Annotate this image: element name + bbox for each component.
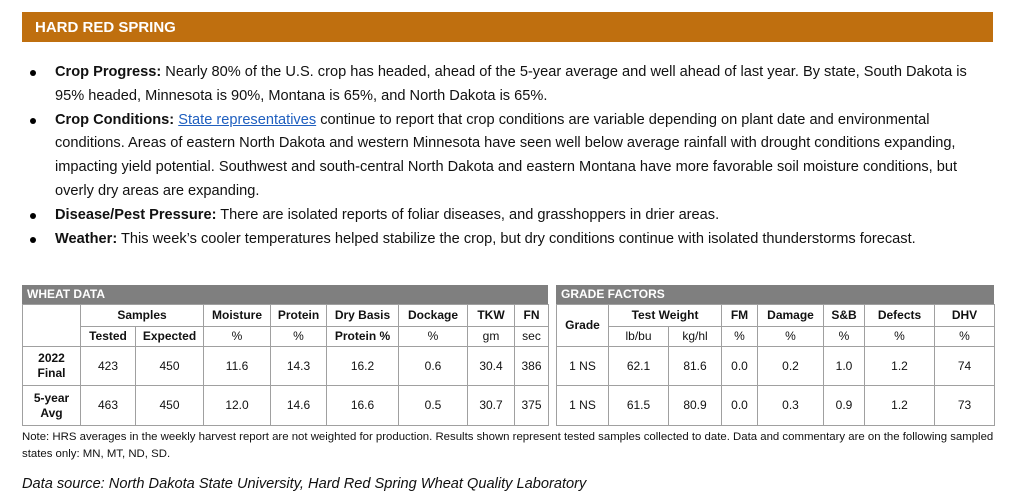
header-cell: Protein — [270, 304, 328, 327]
header-unit: kg/hl — [667, 326, 723, 347]
bullet-text: This week’s cooler temperatures helped s… — [120, 230, 916, 247]
header-cell — [22, 304, 81, 347]
data-cell: 0.6 — [398, 346, 469, 386]
header-cell: Moisture — [203, 304, 272, 327]
data-cell: 1.2 — [864, 385, 936, 426]
header-cell: Dry Basis — [326, 304, 400, 327]
bullet: Crop Progress: Nearly 80% of the U.S. cr… — [30, 61, 995, 109]
data-cell: 423 — [80, 346, 136, 386]
data-cell: 14.6 — [270, 385, 328, 426]
header-row: lb/bu kg/hl%%%%% — [557, 326, 996, 347]
data-cell: 81.6 — [667, 346, 723, 386]
link[interactable]: State representatives — [178, 111, 317, 128]
grade-table: Grade Test Weight FM Damage S&B Defects DHV lb/… — [556, 304, 996, 426]
header-cell: Expected — [134, 326, 205, 347]
data-cell: 0.9 — [823, 385, 866, 426]
data-cell: 0.2 — [757, 346, 825, 386]
header-cell: S&B — [823, 304, 866, 327]
data-cell: 1 NS — [556, 346, 609, 386]
bullet-label: Crop Conditions: — [55, 111, 175, 128]
section-header: HARD RED SPRING — [22, 12, 993, 42]
cell-text: 2022 — [38, 351, 65, 365]
source: Data source: North Dakota State Universi… — [22, 476, 587, 492]
data-row: 1 NS 62.1 81.6 0.0 0.2 1.0 1.2 74 — [556, 346, 996, 386]
cell-text: Avg — [40, 405, 63, 420]
header-row: Samples Moisture Protein Dry Basis Dockage TK… — [22, 304, 550, 347]
section-title: HARD RED SPRING — [35, 19, 176, 36]
header-cell: Tested — [80, 326, 136, 347]
data-row: 2022 Final 423 450 11.6 14.3 16.2 0.6 30.4 386 — [22, 346, 550, 386]
data-cell: 16.6 — [326, 385, 400, 426]
data-cell: 0.0 — [721, 346, 759, 386]
header-unit: % — [203, 326, 272, 347]
header-cell: Grade — [556, 304, 609, 347]
wheat-table: Samples Moisture Protein Dry Basis Dockage TK… — [22, 304, 550, 426]
cell-text: Final — [37, 366, 66, 380]
data-cell: 11.6 — [203, 346, 272, 386]
bullet-label: Weather: — [55, 230, 118, 247]
data-cell: 30.4 — [467, 346, 516, 386]
header-unit: % — [864, 326, 936, 347]
cell-text: 5-year — [33, 390, 70, 405]
data-cell: 62.1 — [608, 346, 669, 386]
data-cell: 12.0 — [203, 385, 272, 426]
table-title: GRADE FACTORS — [556, 285, 994, 304]
data-cell: 450 — [134, 385, 205, 426]
data-cell: 61.5 — [608, 385, 669, 426]
header-cell: Damage — [757, 304, 825, 327]
header-unit: Protein % — [326, 326, 400, 347]
header-unit: % — [934, 326, 996, 347]
header-unit: gm — [467, 326, 516, 347]
header-row: Tested Expected%% Protein %% gm sec — [23, 326, 550, 347]
header-cell: Dockage — [398, 304, 469, 327]
data-cell: 16.2 — [326, 346, 400, 386]
data-cell: 1 NS — [556, 385, 609, 426]
bullet-text: continue to report that crop conditions … — [55, 111, 958, 199]
data-cell: 463 — [80, 385, 136, 426]
bullet: Crop Conditions: State representatives c… — [30, 109, 995, 204]
header-unit: % — [823, 326, 866, 347]
header-unit: % — [721, 326, 759, 347]
data-cell: 1.0 — [823, 346, 866, 386]
header-cell: FM — [721, 304, 759, 327]
data-cell: 30.7 — [467, 385, 516, 426]
header-unit: % — [270, 326, 328, 347]
data-cell: 80.9 — [667, 385, 723, 426]
data-cell: 73 — [934, 385, 996, 426]
data-cell: 386 — [514, 346, 550, 386]
header-cell: FN — [514, 304, 550, 327]
header-unit: % — [398, 326, 469, 347]
header-unit: lb/bu — [608, 326, 669, 347]
bullet-label: Crop Progress: — [55, 64, 162, 80]
data-cell: 450 — [134, 346, 205, 386]
bullet: Disease/Pest Pressure: There are isolate… — [30, 204, 995, 228]
data-cell: 0.0 — [721, 385, 759, 426]
data-cell: 375 — [514, 385, 550, 426]
header-group: Test Weight — [607, 304, 723, 327]
data-cell: 0.5 — [398, 385, 469, 426]
bullet-text: There are isolated reports of foliar dis… — [220, 206, 720, 223]
bullet-list: Crop Progress: Nearly 80% of the U.S. cr… — [30, 61, 995, 251]
data-row: 1 NS 61.5 80.9 0.0 0.3 0.9 1.2 73 — [556, 385, 996, 426]
header-group: Samples — [79, 304, 205, 327]
header-unit: % — [757, 326, 825, 347]
header-cell: DHV — [934, 304, 996, 327]
bullet-text: Nearly 80% of the U.S. crop has headed, … — [55, 64, 967, 104]
data-cell: 1.2 — [864, 346, 936, 386]
note: Note: HRS averages in the weekly harvest… — [22, 431, 994, 460]
data-cell: 74 — [934, 346, 996, 386]
data-cell: 0.3 — [757, 385, 825, 426]
bullet: Weather: This week’s cooler temperatures… — [30, 228, 995, 252]
header-cell: Defects — [864, 304, 936, 327]
header-row: Grade Test Weight FM Damage S&B Defects DHV — [556, 304, 996, 347]
row-label: 2022 Final — [22, 346, 81, 386]
row-label: 5-year Avg — [22, 385, 81, 426]
data-cell: 14.3 — [270, 346, 328, 386]
bullet-label: Disease/Pest Pressure: — [55, 206, 217, 223]
header-unit: sec — [514, 326, 550, 347]
header-cell: TKW — [467, 304, 516, 327]
table-title: WHEAT DATA — [22, 285, 548, 304]
data-row: 5-year Avg 463 450 12.0 14.6 16.6 0.5 30.7 375 — [22, 385, 550, 426]
